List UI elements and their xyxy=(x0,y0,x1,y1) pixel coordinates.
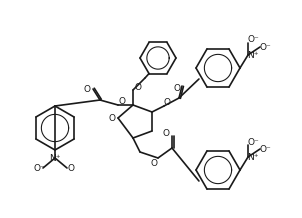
Text: O⁻: O⁻ xyxy=(259,43,271,51)
Text: O: O xyxy=(83,85,91,94)
Text: O: O xyxy=(108,114,115,123)
Text: O: O xyxy=(68,164,75,172)
Text: O: O xyxy=(163,97,171,107)
Text: N⁺: N⁺ xyxy=(247,153,259,162)
Text: O: O xyxy=(134,82,142,92)
Text: O⁻: O⁻ xyxy=(259,145,271,153)
Text: O: O xyxy=(162,128,169,138)
Text: O: O xyxy=(174,83,181,92)
Text: O: O xyxy=(118,97,126,106)
Text: N⁺: N⁺ xyxy=(247,51,259,60)
Text: O⁻: O⁻ xyxy=(247,138,259,146)
Text: O: O xyxy=(150,158,158,167)
Text: O⁻: O⁻ xyxy=(33,164,45,172)
Text: N⁺: N⁺ xyxy=(49,153,61,162)
Text: O⁻: O⁻ xyxy=(247,36,259,44)
